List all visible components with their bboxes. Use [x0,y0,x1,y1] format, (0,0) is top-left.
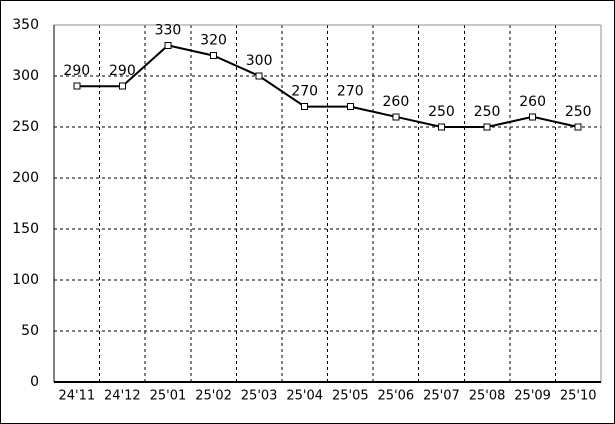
x-tick-label: 25'07 [423,389,460,404]
y-tick-label: 250 [12,119,39,135]
data-point-marker [301,103,309,111]
data-point-marker [392,113,400,121]
x-tick-label: 24'11 [58,389,95,404]
y-tick-label: 100 [12,272,39,288]
y-tick-label: 300 [12,68,39,84]
x-tick-label: 25'08 [469,389,506,404]
x-tick-label: 24'12 [104,389,141,404]
data-label: 250 [474,104,501,120]
data-point-marker [346,103,354,111]
data-label: 300 [246,53,273,69]
data-point-marker [483,123,491,131]
y-tick-label: 0 [30,374,39,390]
data-point-marker [164,41,172,49]
x-tick-label: 25'06 [378,389,415,404]
y-tick-label: 150 [12,221,39,237]
x-tick-label: 25'09 [514,389,551,404]
data-label: 250 [428,104,455,120]
data-label: 330 [155,22,182,38]
data-point-marker [118,82,126,90]
y-tick-label: 350 [12,17,39,33]
data-label: 250 [565,104,592,120]
data-label: 290 [63,63,90,79]
data-label: 320 [200,33,227,49]
data-label: 290 [109,63,136,79]
x-tick-label: 25'03 [241,389,278,404]
x-tick-label: 25'02 [195,389,232,404]
y-tick-label: 50 [21,323,39,339]
x-tick-label: 25'05 [332,389,369,404]
data-point-marker [437,123,445,131]
data-label: 270 [337,84,364,100]
y-tick-label: 200 [12,170,39,186]
data-label: 270 [291,84,318,100]
data-point-marker [210,52,218,60]
data-label: 260 [383,94,410,110]
x-tick-label: 25'10 [560,389,597,404]
x-tick-label: 25'01 [150,389,187,404]
data-point-marker [574,123,582,131]
data-label: 260 [519,94,546,110]
data-line [76,44,579,128]
x-tick-label: 25'04 [286,389,323,404]
data-point-marker [73,82,81,90]
data-point-marker [529,113,537,121]
data-point-marker [255,72,263,80]
